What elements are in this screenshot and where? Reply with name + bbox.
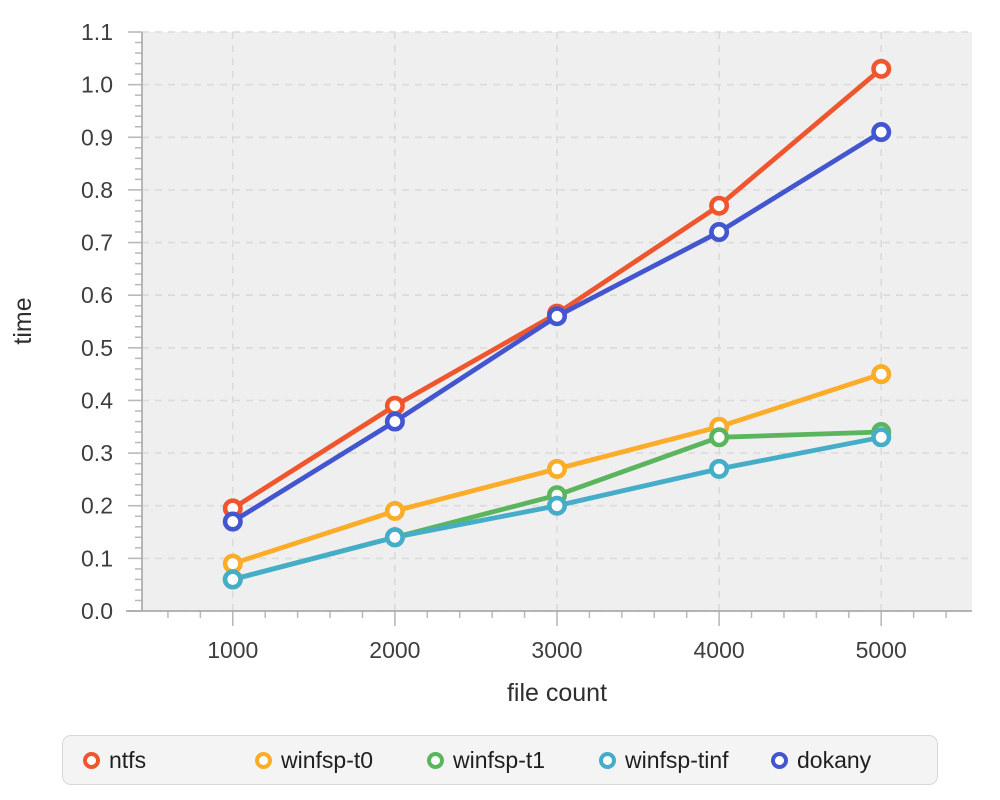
series-marker-winfsp-tinf — [871, 427, 892, 448]
line-chart: 1000 2000 3000 4000 5000 0.0 0.1 0.2 0.3 0.4 0.5 0.… — [9, 19, 972, 707]
series-marker-ntfs — [384, 395, 405, 416]
x-axis-title: file count — [507, 679, 607, 707]
series-marker-winfsp-t0 — [546, 458, 567, 479]
series-marker-winfsp-t0 — [222, 553, 243, 574]
y-tick-label: 0.7 — [81, 230, 113, 256]
legend-marker-icon — [83, 751, 100, 769]
legend-item-winfsp-t0: winfsp-t0 — [255, 746, 427, 773]
y-tick-label: 0.6 — [81, 282, 113, 308]
series-marker-winfsp-t0 — [871, 364, 892, 385]
series-marker-dokany — [871, 122, 892, 143]
x-tick-label: 4000 — [694, 637, 745, 663]
legend-item-dokany: dokany — [771, 746, 872, 773]
series-marker-ntfs — [871, 58, 892, 79]
legend-label: winfsp-t1 — [453, 746, 546, 773]
legend-marker-icon — [427, 751, 444, 769]
legend-label: ntfs — [109, 746, 147, 773]
series-marker-winfsp-tinf — [384, 527, 405, 548]
legend-item-winfsp-t1: winfsp-t1 — [427, 746, 599, 773]
series-marker-dokany — [709, 222, 730, 243]
legend-marker-icon — [771, 751, 788, 769]
legend-label: winfsp-t0 — [281, 746, 374, 773]
series-marker-winfsp-tinf — [546, 495, 567, 516]
y-tick-label: 0.5 — [81, 335, 113, 361]
y-tick-label: 0.3 — [81, 440, 113, 466]
y-tick-label: 1.1 — [81, 19, 113, 45]
series-marker-winfsp-tinf — [222, 569, 243, 590]
legend-item-ntfs: ntfs — [83, 746, 255, 773]
y-tick-label: 0.8 — [81, 177, 113, 203]
series-marker-dokany — [384, 411, 405, 432]
chart-legend: ntfs winfsp-t0 winfsp-t1 winfsp-tinf dokany — [62, 735, 938, 785]
series-marker-dokany — [546, 306, 567, 327]
x-tick-label: 5000 — [856, 637, 907, 663]
x-tick-label: 3000 — [531, 637, 582, 663]
y-tick-label: 0.2 — [81, 493, 113, 519]
y-axis-title: time — [9, 297, 37, 344]
series-marker-ntfs — [709, 195, 730, 216]
series-marker-winfsp-t1 — [709, 427, 730, 448]
x-tick-label: 2000 — [369, 637, 420, 663]
legend-label: dokany — [797, 746, 872, 773]
legend-item-winfsp-tinf: winfsp-tinf — [599, 746, 771, 773]
y-tick-label: 0.9 — [81, 124, 113, 150]
series-marker-winfsp-tinf — [709, 458, 730, 479]
legend-label: winfsp-tinf — [625, 746, 729, 773]
legend-marker-icon — [599, 751, 616, 769]
series-marker-winfsp-t0 — [384, 500, 405, 521]
y-tick-label: 0.0 — [81, 598, 113, 624]
series-marker-dokany — [222, 511, 243, 532]
y-tick-label: 0.1 — [81, 545, 113, 571]
y-tick-label: 1.0 — [81, 72, 113, 98]
chart-generated-content: 1000 2000 3000 4000 5000 0.0 0.1 0.2 0.3 0.4 0.5 0.… — [81, 19, 972, 663]
y-tick-label: 0.4 — [81, 387, 113, 413]
legend-marker-icon — [255, 751, 272, 769]
x-tick-label: 1000 — [207, 637, 258, 663]
